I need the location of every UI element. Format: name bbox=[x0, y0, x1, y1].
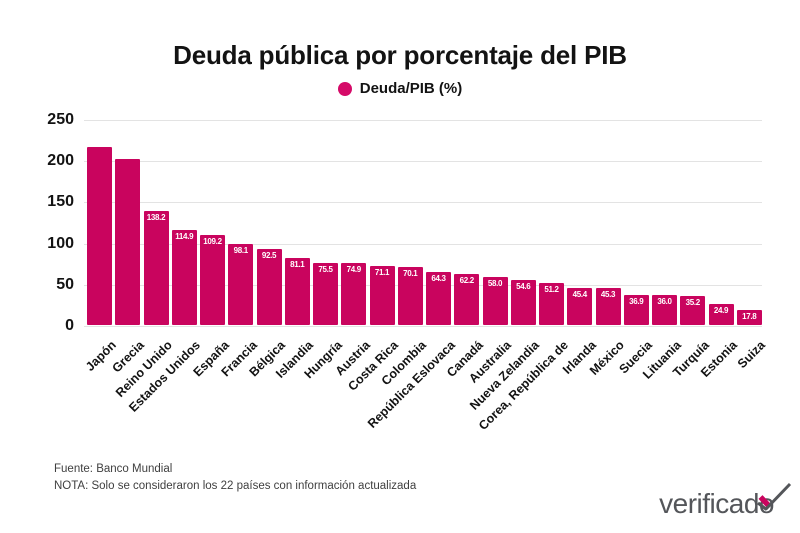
bar-Reino Unido: 138.2 bbox=[143, 211, 169, 325]
checkmark-icon bbox=[757, 482, 792, 511]
bar-value-label: 24.9 bbox=[713, 306, 729, 316]
bar-value-label: 45.4 bbox=[572, 289, 588, 299]
bar-Suecia: 36.9 bbox=[623, 294, 649, 325]
bar-Estonia: 24.9 bbox=[708, 304, 734, 325]
gridline bbox=[84, 120, 762, 121]
bar-Estados Unidos: 114.9 bbox=[171, 230, 197, 325]
gridline bbox=[84, 284, 762, 286]
plot-area: 0 50 100 150 200 250 Japón Grecia 138.2 Reino Uni… bbox=[47, 111, 768, 433]
verificado-logo: verificado bbox=[659, 482, 792, 520]
bar-value-label: 109.2 bbox=[203, 237, 222, 247]
bar-Turquía: 35.2 bbox=[680, 296, 706, 325]
bar-Austria: 74.9 bbox=[341, 263, 367, 325]
y-axis-tick-label: 250 bbox=[47, 111, 74, 128]
bar-Australia: 58.0 bbox=[482, 277, 508, 325]
bar-value-label: 45.3 bbox=[600, 289, 616, 299]
bar-value-label: 58.0 bbox=[487, 279, 503, 289]
gridline bbox=[84, 202, 762, 204]
bar-República Eslovaca: 64.3 bbox=[426, 272, 451, 325]
bar-value-label: 17.8 bbox=[742, 312, 757, 322]
bar-Corea, República de: 51.2 bbox=[539, 282, 564, 325]
bar-Francia: 98.1 bbox=[228, 244, 254, 325]
bar-value-label: 98.1 bbox=[233, 246, 249, 256]
bar-value-label: 51.2 bbox=[544, 284, 559, 294]
footer: Fuente: Banco Mundial NOTA: Solo se cons… bbox=[54, 461, 416, 495]
bar-Hungría: 75.5 bbox=[313, 262, 338, 325]
bar-value-label: 138.2 bbox=[146, 213, 166, 223]
bar-Canadá: 62.2 bbox=[454, 273, 480, 325]
bar-value-label: 64.3 bbox=[431, 274, 446, 284]
logo-o: o bbox=[757, 482, 792, 520]
bar-value-label: 54.6 bbox=[516, 282, 531, 292]
bar-Japón bbox=[87, 147, 112, 325]
bar-value-label: 36.9 bbox=[629, 296, 644, 306]
y-axis-tick-label: 50 bbox=[56, 275, 74, 293]
x-axis-label: Suiza bbox=[735, 338, 769, 371]
bar-México: 45.3 bbox=[595, 287, 621, 325]
y-axis-tick-label: 100 bbox=[47, 234, 74, 252]
bar-Nueva Zelandia: 54.6 bbox=[510, 280, 536, 325]
bar-value-label: 114.9 bbox=[175, 232, 194, 242]
y-axis-tick-label: 150 bbox=[47, 193, 74, 211]
bar-value-label: 35.2 bbox=[685, 298, 701, 307]
bar-value-label: 71.1 bbox=[374, 268, 390, 278]
bar-Costa Rica: 71.1 bbox=[369, 266, 395, 325]
bar-España: 109.2 bbox=[200, 235, 225, 325]
legend: Deuda/PIB (%) bbox=[0, 80, 800, 97]
gridline bbox=[84, 243, 762, 245]
y-axis-tick-label: 200 bbox=[47, 152, 74, 170]
note-text: NOTA: Solo se consideraron los 22 países… bbox=[54, 480, 417, 492]
bar-value-label: 36.0 bbox=[657, 297, 672, 307]
chart-title: Deuda pública por porcentaje del PIB bbox=[173, 40, 627, 70]
bar-value-label: 92.5 bbox=[261, 250, 277, 260]
y-axis-tick-label: 0 bbox=[65, 317, 74, 334]
bar-Grecia bbox=[115, 158, 141, 325]
legend-label: Deuda/PIB (%) bbox=[359, 80, 463, 97]
bar-value-label: 75.5 bbox=[318, 264, 333, 274]
bar-Islandia: 81.1 bbox=[284, 258, 310, 325]
bar-Lituania: 36.0 bbox=[652, 295, 677, 325]
bar-Suiza: 17.8 bbox=[736, 310, 762, 325]
legend-dot-icon bbox=[337, 81, 352, 96]
logo-text: verificad bbox=[659, 488, 759, 519]
source-text: Fuente: Banco Mundial bbox=[54, 463, 173, 475]
bar-Bélgica: 92.5 bbox=[256, 248, 282, 325]
bar-value-label: 62.2 bbox=[459, 275, 475, 285]
bar-value-label: 70.1 bbox=[403, 269, 418, 279]
bar-value-label: 81.1 bbox=[290, 260, 305, 270]
x-axis-line bbox=[84, 326, 762, 327]
bar-value-label: 74.9 bbox=[346, 265, 362, 275]
bar-Irlanda: 45.4 bbox=[567, 287, 593, 325]
gridline bbox=[84, 161, 762, 163]
bar-Colombia: 70.1 bbox=[397, 267, 423, 325]
